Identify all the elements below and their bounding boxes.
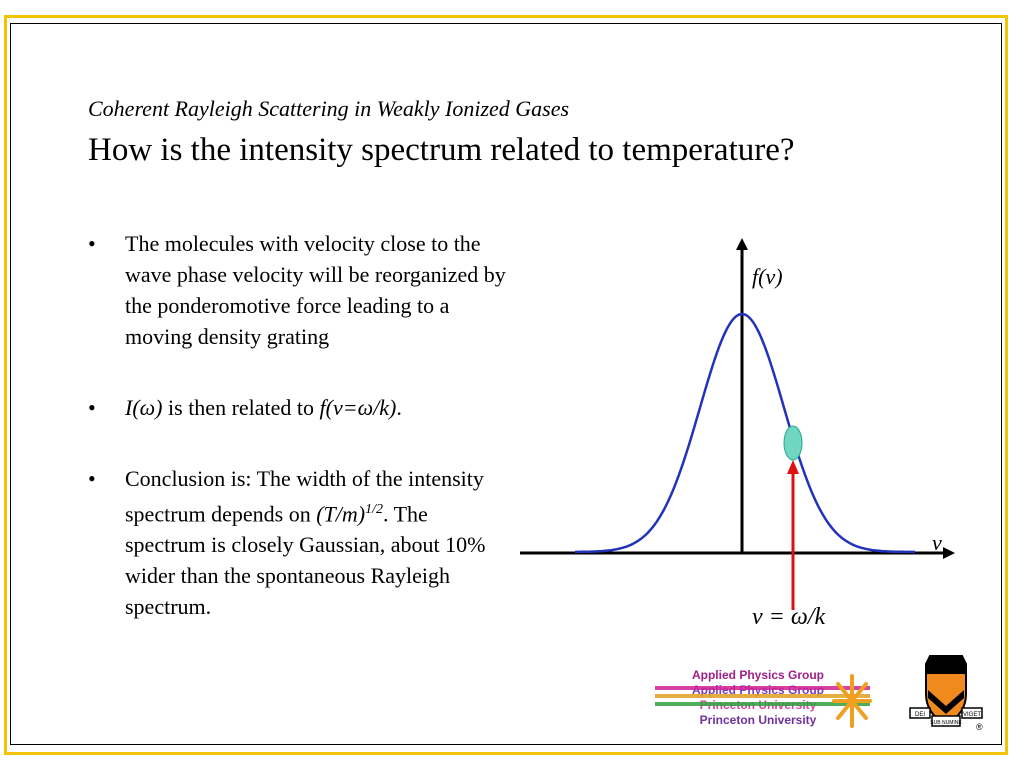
- shield-text-mid: SUB NUMINE: [930, 720, 962, 726]
- temperature-mass-ratio: (T/m): [316, 501, 366, 527]
- sunburst-icon: [832, 674, 872, 728]
- y-axis-arrowhead: [736, 238, 748, 250]
- bullet-item-3: • Conclusion is: The width of the intens…: [88, 463, 508, 622]
- exponent: 1/2: [365, 502, 384, 517]
- bullet-text: is then related to: [162, 395, 320, 420]
- bullet-text-end: .: [396, 395, 402, 420]
- slide-subtitle: Coherent Rayleigh Scattering in Weakly I…: [88, 96, 570, 121]
- intensity-symbol: I(ω): [125, 395, 163, 420]
- phase-velocity-label: v = ω/k: [752, 604, 826, 630]
- bullet-marker: •: [88, 395, 96, 420]
- distribution-symbol: f(v=ω/k): [319, 395, 397, 420]
- x-axis-label: v: [932, 530, 942, 555]
- slide-inner-border: [10, 23, 1002, 745]
- y-axis-label: f(v): [752, 264, 783, 289]
- resonant-molecules-ellipse: [783, 425, 803, 461]
- bullet-text: The molecules with velocity close to the…: [125, 231, 506, 349]
- bullet-item-2: • I(ω) is then related to f(v=ω/k).: [88, 392, 508, 423]
- arrow-head: [787, 460, 799, 474]
- shield-text-left: DEI: [915, 712, 925, 718]
- bullet-marker: •: [88, 231, 96, 256]
- logo-line: Applied Physics Group: [691, 668, 825, 682]
- gaussian-curve: [575, 312, 916, 554]
- slide-outer-border: [4, 15, 1008, 755]
- bullet-item-1: • The molecules with velocity close to t…: [88, 228, 508, 352]
- slide-title: How is the intensity spectrum related to…: [88, 132, 795, 168]
- bullet-text: Conclusion is: The width of the intensit…: [125, 466, 484, 527]
- velocity-distribution-figure: [520, 238, 955, 610]
- x-axis-arrowhead: [943, 547, 955, 559]
- princeton-shield-logo: DEI SUB NUMINE VIGET: [909, 655, 983, 727]
- bullet-list: • The molecules with velocity close to t…: [88, 228, 508, 662]
- logo-line: Princeton University: [699, 713, 817, 727]
- registered-mark: ®: [976, 722, 983, 732]
- bullet-text-end: . The spectrum is closely Gaussian, abou…: [125, 501, 486, 620]
- logo-stripes: [655, 686, 870, 706]
- bullet-marker: •: [88, 466, 96, 491]
- shield-text-right: VIGET: [963, 712, 981, 718]
